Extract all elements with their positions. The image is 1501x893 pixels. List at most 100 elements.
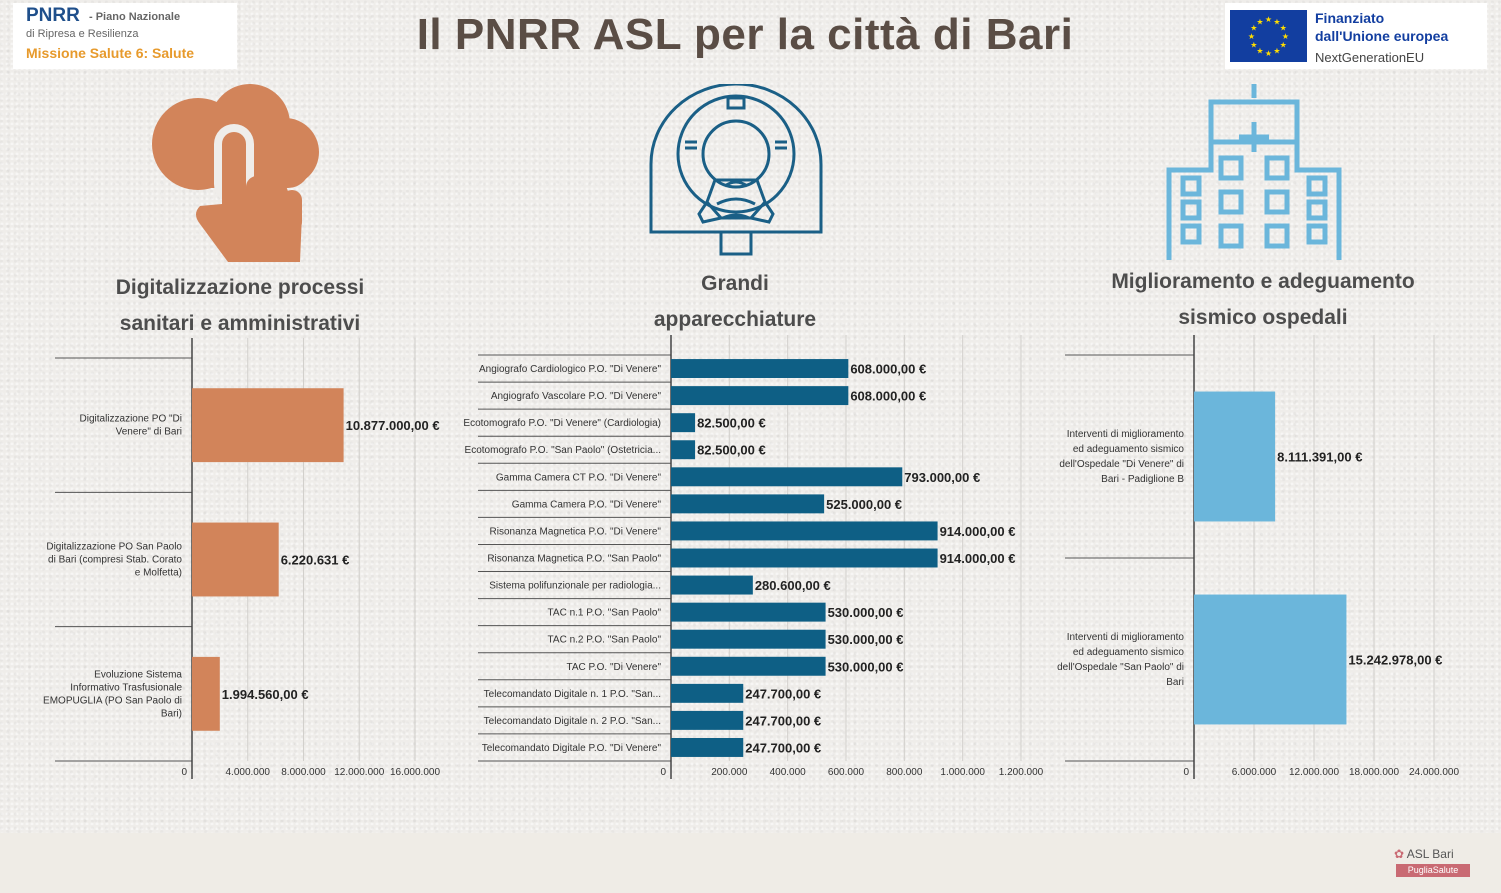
bar xyxy=(671,548,938,568)
category-label: Digitalizzazione PO San Paolo xyxy=(46,542,182,553)
bar xyxy=(192,656,220,731)
chart-equipment: 608.000,00 € Angiografo Cardiologico P.O.… xyxy=(463,335,1044,779)
tick-label: 0 xyxy=(660,767,666,778)
category-label: Interventi di miglioramento xyxy=(1067,429,1185,440)
bar xyxy=(671,602,826,622)
pnrr-logo-mission: Missione Salute 6: Salute xyxy=(26,45,195,61)
category-label: Ecotomografo P.O. "Di Venere" (Cardiolog… xyxy=(463,418,661,429)
data-label: 82.500,00 € xyxy=(697,416,766,431)
tick-label: 18.000.000 xyxy=(1349,767,1399,778)
category-label: Telecomandato Digitale n. 1 P.O. "San... xyxy=(484,689,661,700)
data-label: 8.111.391,00 € xyxy=(1277,450,1362,465)
category-label: ed adeguamento sismico xyxy=(1073,444,1185,455)
data-label: 530.000,00 € xyxy=(828,605,904,620)
category-label: Ecotomografo P.O. "San Paolo" (Ostetrici… xyxy=(465,445,661,456)
tick-label: 16.000.000 xyxy=(390,767,440,778)
tick-label: 8.000.000 xyxy=(281,767,326,778)
tick-label: 800.000 xyxy=(886,767,923,778)
tick-label: 12.000.000 xyxy=(334,767,384,778)
eu-logo-line-2: dall'Unione europea xyxy=(1315,28,1449,44)
category-label: Bari - Padiglione B xyxy=(1101,474,1184,485)
bar xyxy=(671,737,744,757)
eu-star-icon: ★ xyxy=(1250,24,1257,33)
bar xyxy=(671,494,825,514)
category-label: TAC P.O. "Di Venere" xyxy=(566,662,661,673)
eu-star-icon: ★ xyxy=(1280,24,1287,33)
section-title-line-1: Digitalizzazione processi xyxy=(115,276,365,299)
data-label: 914.000,00 € xyxy=(940,551,1016,566)
bar xyxy=(671,413,696,433)
eu-star-icon: ★ xyxy=(1250,41,1257,50)
section-title-line-2: sanitari e amministrativi xyxy=(119,312,361,335)
bar xyxy=(1194,594,1347,725)
data-label: 6.220.631 € xyxy=(281,553,350,568)
category-label: Venere" di Bari xyxy=(116,427,182,438)
mri-scanner-icon xyxy=(649,84,823,256)
category-label: TAC n.2 P.O. "San Paolo" xyxy=(548,635,662,646)
pnrr-logo: PNRR - Piano Nazionale di Ripresa e Resi… xyxy=(13,3,237,69)
bar xyxy=(671,359,849,379)
bar xyxy=(671,575,753,595)
tick-label: 0 xyxy=(1183,767,1189,778)
bar xyxy=(671,683,744,703)
bar xyxy=(192,522,279,597)
section-title-seismic: Miglioramento e adeguamento sismico ospe… xyxy=(1090,264,1436,336)
category-label: Risonanza Magnetica P.O. "Di Venere" xyxy=(490,526,662,537)
category-label: Interventi di miglioramento xyxy=(1067,632,1185,643)
bar xyxy=(192,388,344,463)
category-label: Bari) xyxy=(161,708,182,719)
asl-logo-bottom: PugliaSalute xyxy=(1396,864,1470,877)
eu-logo-line-1: Finanziato xyxy=(1315,10,1385,26)
pnrr-logo-subtitle: - Piano Nazionale xyxy=(89,11,181,23)
eu-star-icon: ★ xyxy=(1273,47,1280,56)
eu-star-icon: ★ xyxy=(1265,49,1272,58)
tick-label: 1.200.000 xyxy=(999,767,1044,778)
cloud-touch-icon xyxy=(152,84,319,262)
section-title-line-1: Miglioramento e adeguamento xyxy=(1111,270,1415,293)
tick-label: 24.000.000 xyxy=(1409,767,1459,778)
data-label: 793.000,00 € xyxy=(904,470,980,485)
eu-flag-icon: ★ ★ ★ ★ ★ ★ ★ ★ ★ ★ ★ ★ xyxy=(1230,10,1307,62)
tick-label: 200.000 xyxy=(711,767,748,778)
data-label: 608.000,00 € xyxy=(850,362,926,377)
eu-logo-line-3: NextGenerationEU xyxy=(1315,50,1425,65)
eu-star-icon: ★ xyxy=(1265,15,1272,24)
data-label: 247.700,00 € xyxy=(745,740,821,755)
chart-digitalization: 10.877.000,00 € Digitalizzazione PO "Di Ve… xyxy=(43,338,440,779)
data-label: 525.000,00 € xyxy=(826,497,902,512)
tick-label: 1.000.000 xyxy=(940,767,985,778)
category-label: dell'Ospedale "Di Venere" di xyxy=(1059,459,1184,470)
section-title-digitalization: Digitalizzazione processi sanitari e amm… xyxy=(80,270,400,342)
bar xyxy=(671,656,826,676)
category-label: Informativo Trasfusionale xyxy=(70,682,182,693)
bar xyxy=(671,710,744,730)
data-label: 280.600,00 € xyxy=(755,578,831,593)
asl-bari-logo: ✿ ASL Bari PugliaSalute xyxy=(1394,847,1472,879)
eu-star-icon: ★ xyxy=(1256,47,1263,56)
page-title: Il PNRR ASL per la città di Bari xyxy=(416,10,1074,59)
section-title-line-2: apparecchiature xyxy=(653,308,817,331)
eu-star-icon: ★ xyxy=(1273,17,1280,26)
tick-label: 6.000.000 xyxy=(1232,767,1277,778)
asl-logo-text: ASL Bari xyxy=(1406,847,1454,861)
data-label: 10.877.000,00 € xyxy=(346,418,440,433)
asl-flower-icon: ✿ xyxy=(1394,847,1405,861)
data-label: 247.700,00 € xyxy=(745,713,821,728)
data-label: 82.500,00 € xyxy=(697,443,766,458)
tick-label: 4.000.000 xyxy=(226,767,271,778)
data-label: 914.000,00 € xyxy=(940,524,1016,539)
tick-label: 400.000 xyxy=(770,767,807,778)
tick-label: 0 xyxy=(181,767,187,778)
category-label: Gamma Camera CT P.O. "Di Venere" xyxy=(496,472,662,483)
eu-star-icon: ★ xyxy=(1280,41,1287,50)
bar xyxy=(671,629,826,649)
category-label: Evoluzione Sistema xyxy=(94,669,182,680)
category-label: Angiografo Cardiologico P.O. "Di Venere" xyxy=(479,364,661,375)
data-label: 1.994.560,00 € xyxy=(222,687,309,702)
pnrr-logo-subtitle-2: di Ripresa e Resilienza xyxy=(26,28,139,40)
tick-label: 12.000.000 xyxy=(1289,767,1339,778)
data-label: 15.242.978,00 € xyxy=(1348,653,1442,668)
bar xyxy=(671,386,849,406)
tick-label: 600.000 xyxy=(828,767,865,778)
data-label: 608.000,00 € xyxy=(850,389,926,404)
